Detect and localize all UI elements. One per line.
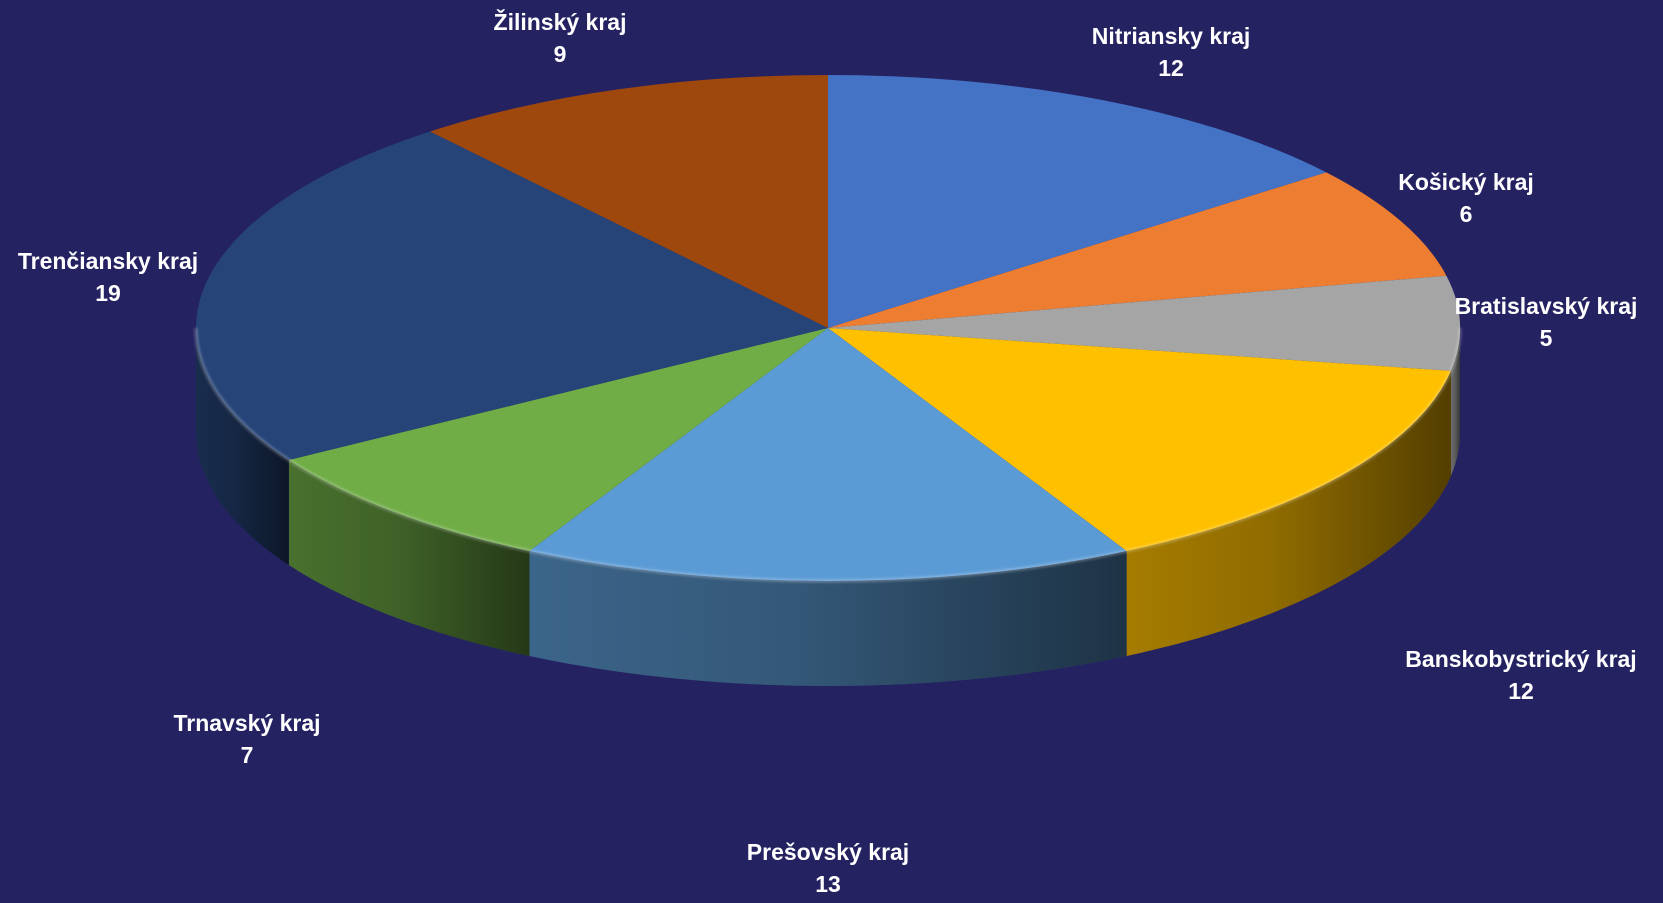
pie-side-shade-presovsky-kraj	[529, 551, 1127, 686]
data-label-value: 5	[1540, 325, 1553, 351]
pie-slice-kosicky-kraj	[828, 172, 1447, 328]
data-label-value: 7	[241, 742, 254, 768]
data-label-name: Trenčiansky kraj	[18, 248, 198, 274]
data-label-value: 9	[554, 41, 567, 67]
data-label-presovsky-kraj: Prešovský kraj 13	[747, 839, 909, 897]
data-label-kosicky-kraj: Košický kraj 6	[1398, 169, 1534, 227]
pie-slice-presovsky-kraj	[529, 328, 1127, 582]
pie-top-layer	[194, 75, 1462, 583]
data-label-name: Bratislavský kraj	[1455, 293, 1638, 319]
data-label-name: Banskobystrický kraj	[1405, 646, 1636, 672]
pie-label-layer: Nitriansky kraj 12 Košický kraj 6 Bratislavs…	[18, 8, 1638, 897]
data-label-value: 19	[95, 280, 121, 306]
data-label-name: Trnavský kraj	[173, 710, 320, 736]
data-label-name: Košický kraj	[1398, 169, 1534, 195]
data-label-name: Nitriansky kraj	[1092, 23, 1251, 49]
data-label-value: 12	[1508, 678, 1534, 704]
data-label-zilinsky-kraj: Žilinský kraj 9	[494, 8, 627, 67]
pie-side-shade-banskobystricky-kraj	[1126, 370, 1451, 656]
pie-side-shade-bratislavsky-kraj	[1450, 328, 1460, 476]
data-label-name: Prešovský kraj	[747, 839, 909, 865]
pie-slice-nitriansky-kraj	[828, 75, 1327, 328]
data-label-trnavsky-kraj: Trnavský kraj 7	[173, 710, 320, 768]
data-label-value: 13	[815, 871, 841, 897]
data-label-value: 6	[1460, 201, 1473, 227]
data-label-bratislavsky-kraj: Bratislavský kraj 5	[1455, 293, 1638, 351]
pie-slice-trnavsky-kraj	[288, 328, 828, 551]
pie-slice-trenciansky-kraj	[196, 131, 829, 460]
pie-side-layer	[196, 328, 1460, 686]
pie-side-shade-trenciansky-kraj	[196, 328, 289, 565]
pie-side-shade-trnavsky-kraj	[288, 460, 530, 656]
pie-slice-zilinsky-kraj	[430, 75, 828, 328]
pie-rim-highlight	[194, 327, 1462, 583]
data-label-trenciansky-kraj: Trenčiansky kraj 19	[18, 248, 198, 306]
pie-slice-banskobystricky-kraj	[828, 328, 1451, 551]
data-label-name: Žilinský kraj	[494, 8, 627, 35]
data-label-value: 12	[1158, 55, 1184, 81]
data-label-nitriansky-kraj: Nitriansky kraj 12	[1092, 23, 1251, 81]
data-label-banskobystricky-kraj: Banskobystrický kraj 12	[1405, 646, 1636, 704]
pie-slice-bratislavsky-kraj	[828, 275, 1461, 371]
